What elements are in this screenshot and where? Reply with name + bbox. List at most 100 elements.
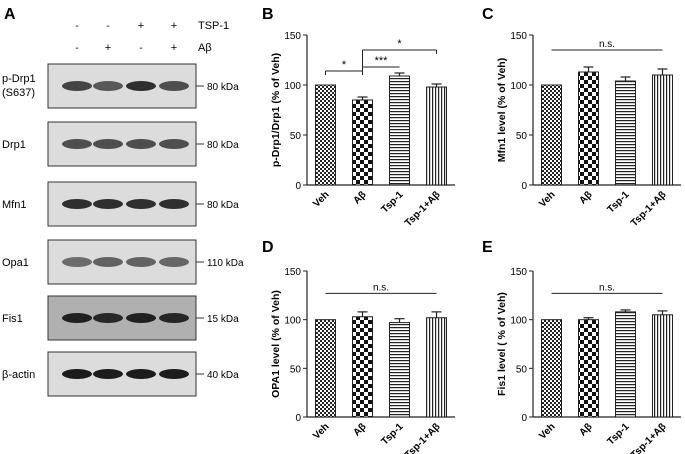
sign-tsp1-lane4: + <box>171 20 177 32</box>
molecular-weight-marker: 80 kDa <box>207 82 239 93</box>
treatment-row-abeta: - + - + Aβ <box>75 42 211 54</box>
significance-label: *** <box>375 55 389 67</box>
blot-band <box>159 81 189 91</box>
y-tick-label: 100 <box>284 81 301 92</box>
blot-protein-label: β-actin <box>2 369 35 381</box>
significance-label: * <box>397 38 402 50</box>
significance-annotation: n.s. <box>325 282 437 294</box>
bar-d-2 <box>389 322 410 418</box>
y-axis-label: Fis1 level ( % of Veh) <box>496 292 508 396</box>
bar-c-2 <box>615 80 636 186</box>
x-tick-label: Tsp-1 <box>606 421 632 447</box>
y-axis-label: Mfn1 level (% of Veh) <box>496 58 508 162</box>
significance-label: n.s. <box>373 282 389 293</box>
blot-band <box>126 139 156 149</box>
treatment-label-abeta: Aβ <box>198 42 212 54</box>
y-tick-label: 50 <box>290 131 302 142</box>
bar-c-3 <box>652 74 673 186</box>
molecular-weight-marker: 80 kDa <box>207 140 239 151</box>
bar-e-1 <box>578 319 599 418</box>
blot-band <box>93 81 123 91</box>
blot-band <box>93 313 123 323</box>
y-tick-label: 100 <box>510 316 527 327</box>
x-tick-label: Tsp-1 <box>606 189 632 215</box>
panel-letter-b: B <box>262 6 274 23</box>
y-tick-label: 100 <box>284 316 301 327</box>
x-tick-label: Aβ <box>577 189 594 206</box>
blot-band <box>93 257 123 267</box>
blot-row-actin: β-actin 40 kDa <box>2 351 239 397</box>
blot-band <box>159 257 189 267</box>
y-tick-label: 50 <box>516 131 528 142</box>
x-tick-label: Tsp-1 <box>380 421 406 447</box>
bar-e-3 <box>652 314 673 418</box>
x-tick-label: Tsp-1+Aβ <box>629 189 669 229</box>
x-tick-label: Tsp-1+Aβ <box>403 189 443 229</box>
blot-band <box>62 139 92 149</box>
bar-b-1 <box>352 99 373 186</box>
panel-a-western-blot: A - - + + TSP-1 - + - + Aβ p-Drp1 (S637) 8… <box>2 6 244 397</box>
blot-band <box>159 369 189 379</box>
y-tick-label: 0 <box>521 181 527 192</box>
bar-e-0 <box>541 319 562 418</box>
molecular-weight-marker: 110 kDa <box>207 258 244 269</box>
chart-panel-e: E 0 50 100 150 Fis1 level ( % of Veh) Veh Aβ Tsp… <box>482 239 681 454</box>
bar-e-2 <box>615 311 636 418</box>
y-tick-label: 150 <box>284 267 301 278</box>
sign-abeta-lane3: - <box>139 43 142 54</box>
sign-tsp1-lane1: - <box>75 21 78 32</box>
blot-band <box>62 257 92 267</box>
significance-annotation: n.s. <box>551 282 663 294</box>
blot-protein-label: Fis1 <box>2 313 23 325</box>
significance-annotation: * <box>325 59 363 75</box>
blot-band <box>159 199 189 209</box>
sign-tsp1-lane2: - <box>106 21 109 32</box>
y-tick-label: 50 <box>290 364 302 375</box>
treatment-row-tsp1: - - + + TSP-1 <box>75 20 229 32</box>
blot-protein-label: Mfn1 <box>2 199 26 211</box>
x-tick-label: Aβ <box>577 421 594 438</box>
blot-protein-label: Opa1 <box>2 257 29 269</box>
bar-d-0 <box>315 319 336 418</box>
x-tick-label: Aβ <box>351 189 368 206</box>
blot-band <box>93 139 123 149</box>
blot-band <box>126 81 156 91</box>
significance-annotation: * <box>362 38 437 75</box>
bar-c-1 <box>578 71 599 186</box>
blot-band <box>62 369 92 379</box>
blot-band <box>126 369 156 379</box>
y-tick-label: 0 <box>295 181 301 192</box>
y-tick-label: 150 <box>510 267 527 278</box>
blot-band <box>93 199 123 209</box>
blot-band <box>93 369 123 379</box>
panel-letter-a: A <box>4 6 16 23</box>
significance-label: n.s. <box>599 282 615 293</box>
x-tick-label: Veh <box>311 421 331 441</box>
blot-band <box>159 139 189 149</box>
significance-label: * <box>342 59 347 71</box>
molecular-weight-marker: 40 kDa <box>207 370 239 381</box>
blot-row-drp1: Drp1 80 kDa <box>2 121 239 167</box>
y-tick-label: 150 <box>510 31 527 42</box>
y-tick-label: 50 <box>516 364 528 375</box>
blot-band <box>62 199 92 209</box>
significance-label: n.s. <box>599 39 615 50</box>
x-tick-label: Aβ <box>351 421 368 438</box>
molecular-weight-marker: 80 kDa <box>207 200 239 211</box>
blot-band <box>126 199 156 209</box>
panel-letter-d: D <box>262 239 274 256</box>
chart-panel-c: C 0 50 100 150 Mfn1 level (% of Veh) Veh Aβ Tsp-… <box>482 6 681 229</box>
sign-abeta-lane2: + <box>105 42 111 54</box>
blot-protein-sublabel: (S637) <box>2 87 35 99</box>
sign-abeta-lane4: + <box>171 42 177 54</box>
x-tick-label: Veh <box>537 189 557 209</box>
blot-band <box>126 257 156 267</box>
y-axis-label: p-Drp1/Drp1 (% of Veh) <box>270 53 282 167</box>
chart-panel-d: D 0 50 100 150 OPA1 level (% of Veh) Veh Aβ Tsp-… <box>262 239 455 454</box>
bar-b-3 <box>426 86 447 186</box>
y-tick-label: 150 <box>284 31 301 42</box>
bar-b-2 <box>389 75 410 186</box>
bar-d-1 <box>352 316 373 418</box>
blot-band <box>159 313 189 323</box>
